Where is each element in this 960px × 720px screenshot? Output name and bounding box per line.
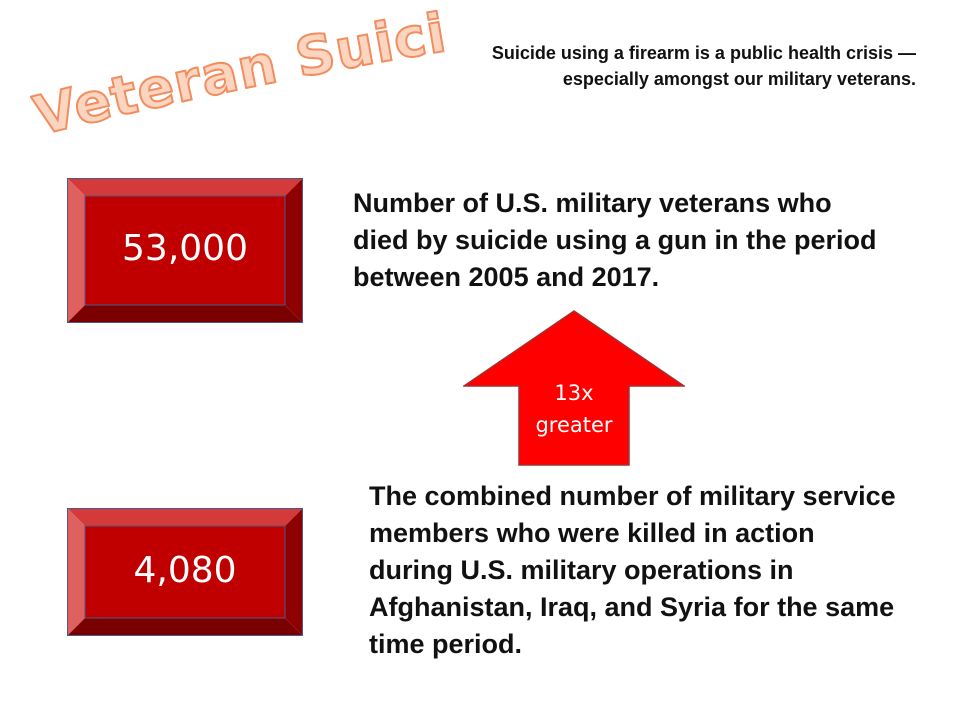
stat-box-veteran-suicides: 53,000 <box>67 178 303 323</box>
stat-value: 4,080 <box>133 550 237 591</box>
stat-value: 53,000 <box>122 228 248 269</box>
comparison-label: 13x greater <box>518 377 630 441</box>
subtitle: Suicide using a firearm is a public heal… <box>491 43 916 89</box>
page-title-text: Veteran Suicide <box>30 10 451 149</box>
beveled-box-shape <box>67 508 303 636</box>
stat-description: The combined number of military service … <box>369 481 896 659</box>
comparison-word: greater <box>535 413 613 437</box>
page-title: Veteran Suicide <box>30 10 451 149</box>
beveled-box-shape <box>67 178 303 323</box>
comparison-multiplier: 13x <box>554 381 594 405</box>
stat-box-killed-in-action: 4,080 <box>67 508 303 636</box>
svg-text:Veteran Suicide: Veteran Suicide <box>30 10 451 148</box>
up-arrow-icon <box>463 310 685 466</box>
stat-description: Number of U.S. military veterans who die… <box>353 188 877 292</box>
